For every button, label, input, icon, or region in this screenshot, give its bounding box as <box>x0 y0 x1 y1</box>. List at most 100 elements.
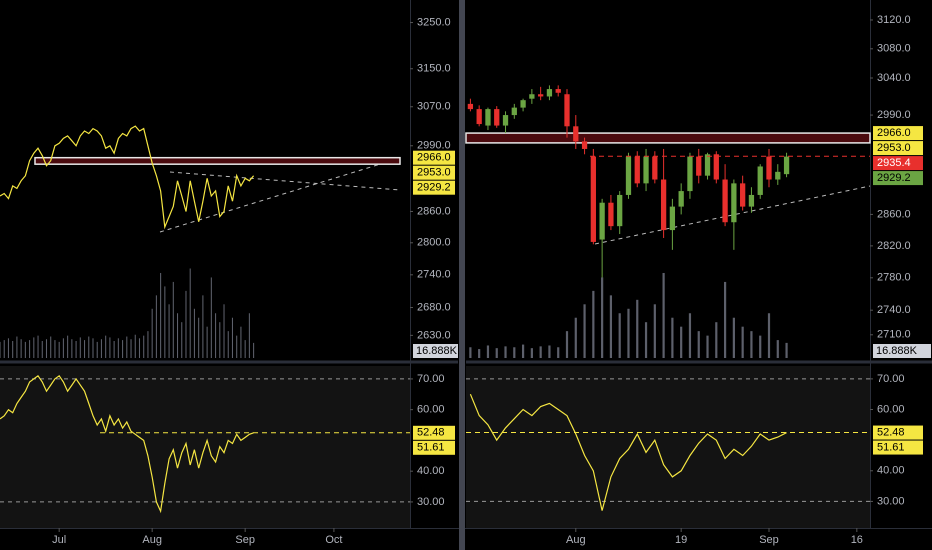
y-tick-label: 3120.0 <box>877 14 911 26</box>
volume-bar <box>785 342 788 358</box>
volume-bar <box>539 346 542 358</box>
plot: 3250.0 3150.0 3070.0 2990.0 2860.0 2800.0 2740… <box>0 14 931 546</box>
volume-bar <box>206 326 208 358</box>
volume-bar <box>88 336 90 358</box>
level-label: 2966.0 <box>877 127 911 139</box>
y-tick-label: 30.00 <box>877 495 905 507</box>
volume-label-box <box>873 344 931 358</box>
level-label-box <box>873 171 923 186</box>
volume-bar <box>143 335 145 358</box>
volume-bar <box>548 345 551 358</box>
x-tick-label: Jul <box>52 534 66 546</box>
x-tick-label: Aug <box>142 534 162 546</box>
volume-bar <box>7 338 9 358</box>
candle-body <box>581 141 588 149</box>
y-tick-label: 2860.0 <box>417 205 451 217</box>
candle-body <box>783 156 790 175</box>
volume-bar <box>627 308 630 358</box>
candle-body <box>678 191 684 207</box>
candle-body <box>546 89 553 97</box>
volume-bar <box>84 340 86 358</box>
volume-bar <box>671 317 674 358</box>
candle-body <box>494 109 500 126</box>
y-tick-label: 2990.0 <box>877 109 911 121</box>
volume-bar <box>227 331 229 358</box>
volume-bar <box>495 348 498 358</box>
candle-body <box>775 171 781 180</box>
volume-bar <box>504 346 507 358</box>
level-label: 2953.0 <box>417 167 451 179</box>
volume-bar <box>37 335 39 358</box>
candle-body <box>564 94 570 127</box>
volume-bar <box>478 349 481 358</box>
volume-bar <box>75 340 77 358</box>
price-line <box>0 125 255 230</box>
volume-bar <box>244 340 246 358</box>
y-tick-label: 3080.0 <box>877 43 911 55</box>
volume-bar <box>750 331 753 358</box>
trend-line <box>594 185 871 245</box>
volume-bar <box>767 313 771 358</box>
y-tick-label: 60.00 <box>877 403 905 415</box>
level-label-box <box>873 440 923 455</box>
level-label: 51.61 <box>417 442 445 454</box>
candle-body <box>731 183 737 223</box>
volume-bar <box>574 317 577 358</box>
level-label-box <box>873 141 923 156</box>
candle-body <box>625 156 632 195</box>
level-label-box <box>413 150 455 165</box>
y-tick-label: 70.00 <box>417 373 445 385</box>
y-tick-label: 40.00 <box>877 465 905 477</box>
volume-bar <box>33 337 35 358</box>
candle-body <box>573 126 579 142</box>
volume-bar <box>50 336 52 358</box>
candle-body <box>652 156 658 180</box>
volume-bar <box>609 295 613 358</box>
volume-bar <box>168 304 170 358</box>
volume-bar <box>210 277 212 358</box>
level-label-box <box>873 126 923 141</box>
volume-bar <box>697 331 700 358</box>
candle-body <box>617 194 623 227</box>
level-label-box <box>413 180 455 195</box>
level-label-box <box>413 425 455 440</box>
volume-bar <box>741 326 744 358</box>
volume-bar <box>117 338 119 358</box>
volume-bar <box>0 341 1 358</box>
y-tick-label: 2740.0 <box>877 304 911 316</box>
y-tick-label: 2780.0 <box>877 272 911 284</box>
volume-bar <box>248 313 250 358</box>
price-line <box>0 374 254 514</box>
y-tick-label: 3250.0 <box>417 16 451 28</box>
volume-bar <box>776 340 779 358</box>
volume-bar <box>105 335 107 358</box>
volume-bar <box>662 272 665 358</box>
volume-bar <box>113 340 115 358</box>
candle-body <box>555 89 561 93</box>
y-tick-label: 2820.0 <box>877 240 911 252</box>
candle-body <box>740 183 746 207</box>
volume-bar <box>240 326 242 358</box>
volume-bar <box>583 304 586 358</box>
volume-bar <box>557 347 560 358</box>
volume-bar <box>20 339 22 358</box>
volume-bar <box>732 317 735 358</box>
volume-bar <box>109 337 111 358</box>
level-label: 51.61 <box>877 441 905 453</box>
volume-bar <box>41 340 43 358</box>
volume-bar <box>58 341 60 358</box>
volume-bar <box>759 335 762 358</box>
volume-bar <box>653 304 656 358</box>
volume-bar <box>130 339 132 358</box>
volume-bar <box>12 340 14 358</box>
level-label-box <box>873 156 923 171</box>
volume-bar <box>134 334 136 358</box>
volume-bar <box>223 304 225 358</box>
candle-body <box>529 94 535 99</box>
volume-bar <box>486 345 490 358</box>
volume-label-box <box>413 344 458 358</box>
candle-body <box>669 206 676 231</box>
volume-bar <box>185 290 187 358</box>
candle-body <box>599 202 605 240</box>
volume-bar <box>138 338 141 358</box>
